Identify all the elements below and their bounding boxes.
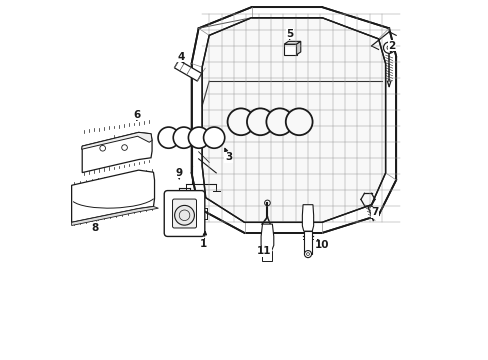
Polygon shape (296, 41, 300, 55)
Text: 8: 8 (91, 222, 98, 233)
Text: 10: 10 (314, 240, 329, 250)
Circle shape (174, 206, 194, 225)
Circle shape (227, 108, 254, 135)
Circle shape (266, 108, 293, 135)
Polygon shape (71, 170, 154, 222)
Polygon shape (174, 60, 202, 81)
Polygon shape (202, 18, 385, 222)
Text: 11: 11 (256, 246, 271, 256)
FancyBboxPatch shape (164, 190, 204, 237)
Circle shape (285, 108, 312, 135)
Circle shape (158, 127, 179, 148)
Text: 2: 2 (387, 41, 395, 51)
Polygon shape (284, 41, 300, 44)
Circle shape (383, 42, 394, 53)
Polygon shape (304, 231, 311, 254)
FancyBboxPatch shape (172, 199, 196, 228)
Text: 7: 7 (370, 207, 378, 217)
Text: 3: 3 (224, 152, 232, 162)
Circle shape (246, 108, 273, 135)
Circle shape (173, 127, 194, 148)
Polygon shape (71, 207, 158, 225)
Text: 5: 5 (285, 28, 293, 39)
Polygon shape (261, 224, 273, 251)
Polygon shape (262, 251, 272, 261)
Text: 9: 9 (175, 168, 183, 178)
Polygon shape (191, 7, 395, 233)
Polygon shape (284, 44, 296, 55)
Polygon shape (81, 132, 152, 149)
Text: 4: 4 (177, 51, 184, 62)
Circle shape (203, 127, 224, 148)
Circle shape (304, 251, 311, 258)
Text: 1: 1 (200, 239, 207, 249)
Text: 6: 6 (133, 110, 140, 120)
Circle shape (188, 127, 209, 148)
Polygon shape (302, 205, 313, 231)
Polygon shape (82, 132, 152, 172)
